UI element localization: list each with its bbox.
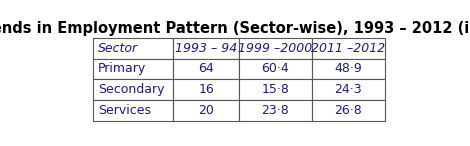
Text: 2011 –2012: 2011 –2012 (311, 42, 385, 55)
FancyBboxPatch shape (173, 38, 239, 59)
FancyBboxPatch shape (94, 38, 173, 59)
Text: Sector: Sector (98, 42, 138, 55)
FancyBboxPatch shape (239, 59, 312, 79)
Text: Services: Services (98, 104, 151, 117)
FancyBboxPatch shape (312, 38, 385, 59)
Text: 24·3: 24·3 (335, 83, 362, 96)
Text: 20: 20 (198, 104, 214, 117)
FancyBboxPatch shape (312, 100, 385, 121)
Text: Secondary: Secondary (98, 83, 164, 96)
FancyBboxPatch shape (94, 79, 173, 100)
Text: Trends in Employment Pattern (Sector-wise), 1993 – 2012 (in %): Trends in Employment Pattern (Sector-wis… (0, 21, 470, 36)
Text: 60·4: 60·4 (262, 62, 290, 75)
Text: 64: 64 (198, 62, 214, 75)
FancyBboxPatch shape (173, 59, 239, 79)
Text: 1999 –2000: 1999 –2000 (238, 42, 313, 55)
Text: 23·8: 23·8 (262, 104, 290, 117)
FancyBboxPatch shape (312, 79, 385, 100)
FancyBboxPatch shape (173, 79, 239, 100)
FancyBboxPatch shape (239, 38, 312, 59)
FancyBboxPatch shape (173, 100, 239, 121)
FancyBboxPatch shape (239, 79, 312, 100)
Text: Primary: Primary (98, 62, 146, 75)
Text: 48·9: 48·9 (335, 62, 362, 75)
Text: 26·8: 26·8 (335, 104, 362, 117)
Text: 16: 16 (198, 83, 214, 96)
FancyBboxPatch shape (94, 100, 173, 121)
FancyBboxPatch shape (239, 100, 312, 121)
Text: 15·8: 15·8 (261, 83, 290, 96)
Text: 1993 – 94: 1993 – 94 (175, 42, 237, 55)
FancyBboxPatch shape (94, 59, 173, 79)
FancyBboxPatch shape (312, 59, 385, 79)
